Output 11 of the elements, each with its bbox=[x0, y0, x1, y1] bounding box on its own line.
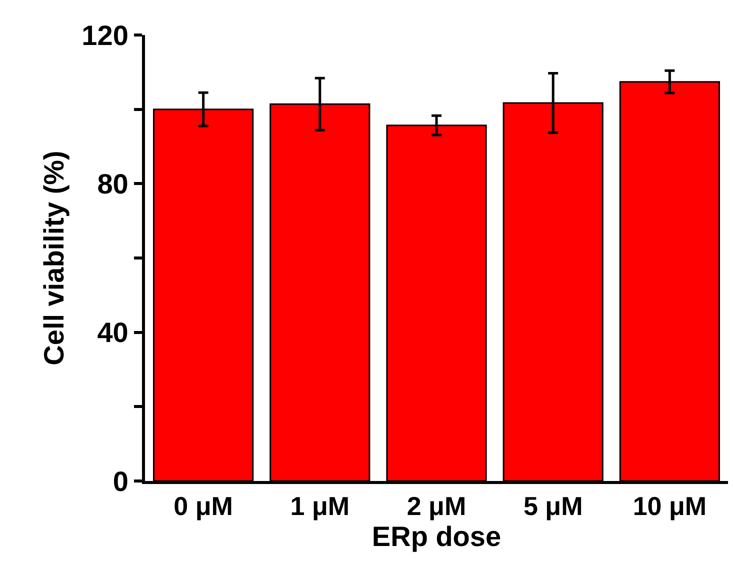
y-tick-label: 80 bbox=[97, 168, 128, 200]
x-tick-label: 1 μM bbox=[290, 491, 350, 522]
x-tick-label: 10 μM bbox=[632, 491, 707, 522]
y-tick-label: 0 bbox=[112, 466, 128, 497]
x-tick-label: 2 μM bbox=[406, 491, 466, 522]
y-axis-title: Cell viability (%) bbox=[38, 150, 70, 366]
x-axis-title: ERp dose bbox=[372, 521, 502, 552]
y-tick-label: 120 bbox=[82, 20, 128, 51]
x-tick-label: 5 μM bbox=[523, 491, 583, 522]
y-tick-label: 40 bbox=[97, 317, 128, 348]
x-tick-label: 0 μM bbox=[174, 491, 233, 522]
